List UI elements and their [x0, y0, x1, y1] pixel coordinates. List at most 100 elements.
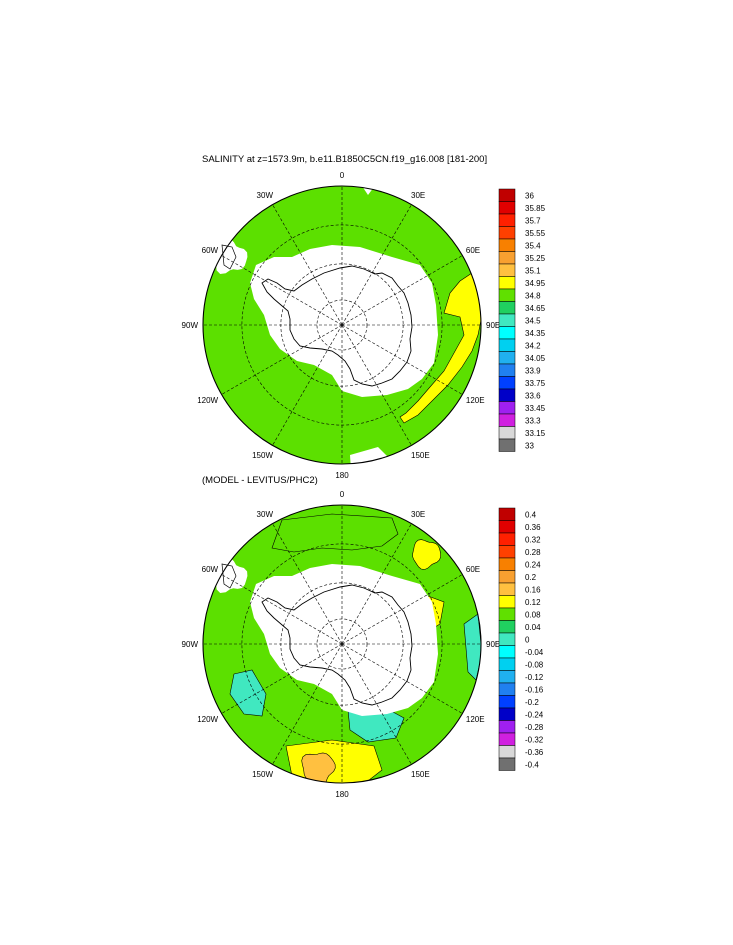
- colorbar-label: 33: [525, 441, 534, 450]
- colorbar-swatch: [498, 732, 516, 746]
- lon-label-150E: 150E: [411, 451, 430, 460]
- colorbar-swatch: [498, 520, 516, 534]
- colorbar-label: 0.36: [525, 523, 541, 532]
- panel-1-title: SALINITY at z=1573.9m, b.e11.B1850C5CN.f…: [202, 154, 488, 165]
- colorbar-label: 0: [525, 635, 530, 644]
- colorbar-label: 33.9: [525, 366, 541, 375]
- land-patch-180: [350, 447, 392, 464]
- colorbar-swatch: [498, 557, 516, 571]
- lon-label-180: 180: [335, 471, 349, 480]
- colorbar-swatch: [498, 595, 516, 609]
- colorbar-label: 35.55: [525, 229, 546, 238]
- colorbar-label: 34.95: [525, 279, 546, 288]
- colorbar-label: 35.4: [525, 241, 541, 250]
- lon-label-120E: 120E: [466, 715, 485, 724]
- lon-label-60W: 60W: [202, 246, 219, 255]
- colorbar-label: 34.65: [525, 304, 546, 313]
- lon-label-150W: 150W: [252, 770, 273, 779]
- lon-label-30W: 30W: [257, 510, 274, 519]
- colorbar-swatch: [498, 707, 516, 721]
- difference-colorbar: 0.4 0.36 0.32 0.28 0.24 0.2 0.16 0.12 0.08 0.04 0 -…: [498, 507, 544, 771]
- colorbar-label: -0.24: [525, 710, 544, 719]
- colorbar-label: 0.4: [525, 510, 537, 519]
- colorbar-label: 33.3: [525, 416, 541, 425]
- lon-label-150W: 150W: [252, 451, 273, 460]
- colorbar-label: -0.28: [525, 723, 544, 732]
- colorbar-label: 34.2: [525, 341, 541, 350]
- colorbar-swatch: [498, 695, 516, 709]
- meridian-line: [272, 643, 343, 765]
- lon-label-60W: 60W: [202, 565, 219, 574]
- colorbar-label: 33.6: [525, 391, 541, 400]
- colorbar-swatch: [498, 301, 516, 315]
- antarctica-coastline: [261, 584, 413, 706]
- meridian-line: [221, 574, 343, 645]
- lon-label-0: 0: [340, 490, 345, 499]
- colorbar-label: 0.32: [525, 535, 541, 544]
- meridian-line: [341, 324, 412, 446]
- colorbar-label: 34.8: [525, 291, 541, 300]
- colorbar-swatch: [498, 607, 516, 621]
- colorbar-swatch: [498, 507, 516, 521]
- meridian-line: [341, 324, 463, 395]
- colorbar-swatch: [498, 238, 516, 252]
- colorbar-swatch: [498, 376, 516, 390]
- colorbar-label: -0.2: [525, 698, 539, 707]
- colorbar-label: 35.1: [525, 266, 541, 275]
- lon-label-90E: 90E: [486, 321, 500, 330]
- colorbar-label: 35.25: [525, 254, 546, 263]
- colorbar-label: 33.15: [525, 429, 546, 438]
- map-boundary: [202, 504, 482, 784]
- colorbar-label: 34.35: [525, 329, 546, 338]
- meridian-line: [221, 643, 343, 714]
- lon-label-60E: 60E: [466, 565, 480, 574]
- colorbar-label: 0.08: [525, 610, 541, 619]
- lon-label-30W: 30W: [257, 191, 274, 200]
- colorbar-swatch: [498, 720, 516, 734]
- colorbar-swatch: [498, 363, 516, 377]
- map-boundary: [202, 185, 482, 465]
- colorbar-swatch: [498, 288, 516, 302]
- colorbar-label: 35.7: [525, 216, 541, 225]
- positive-anomaly-1: [412, 539, 441, 570]
- meridian-line: [341, 523, 412, 645]
- meridian-line: [272, 324, 343, 446]
- colorbar-swatch: [498, 532, 516, 546]
- colorbar-swatch: [498, 413, 516, 427]
- land-patch-0: [360, 186, 374, 195]
- difference-map: 0 30E 60E 90E 120E 150E 180 150W 120W 90W 60W 30W: [182, 490, 501, 799]
- salinity-map: 0 30E 60E 90E 120E 150E 180 150W 120W 90W 60W 30W: [182, 171, 501, 480]
- lon-label-120W: 120W: [197, 715, 218, 724]
- colorbar-swatch: [498, 570, 516, 584]
- colorbar-label: 33.45: [525, 404, 546, 413]
- colorbar-swatch: [498, 745, 516, 759]
- meridian-line: [341, 643, 412, 765]
- lon-label-120W: 120W: [197, 396, 218, 405]
- colorbar-label: -0.16: [525, 685, 544, 694]
- colorbar-swatch: [498, 388, 516, 402]
- meridian-line: [341, 204, 412, 326]
- colorbar-swatch: [498, 757, 516, 771]
- colorbar-label: -0.32: [525, 735, 544, 744]
- lon-label-90W: 90W: [182, 321, 199, 330]
- colorbar-swatch: [498, 645, 516, 659]
- colorbar-label: 0.16: [525, 585, 541, 594]
- south-america-coastline: [221, 244, 237, 270]
- meridian-line: [272, 523, 343, 645]
- colorbar-label: -0.4: [525, 760, 539, 769]
- lon-label-90E: 90E: [486, 640, 500, 649]
- colorbar-swatch: [498, 632, 516, 646]
- colorbar-swatch: [498, 545, 516, 559]
- lon-label-0: 0: [340, 171, 345, 180]
- south-america-coastline: [221, 563, 237, 589]
- lon-label-30E: 30E: [411, 191, 425, 200]
- colorbar-label: -0.04: [525, 648, 544, 657]
- colorbar-swatch: [498, 251, 516, 265]
- meridian-line: [221, 255, 343, 326]
- colorbar-swatch: [498, 582, 516, 596]
- lon-label-30E: 30E: [411, 510, 425, 519]
- colorbar-swatch: [498, 657, 516, 671]
- colorbar-swatch: [498, 313, 516, 327]
- lon-label-120E: 120E: [466, 396, 485, 405]
